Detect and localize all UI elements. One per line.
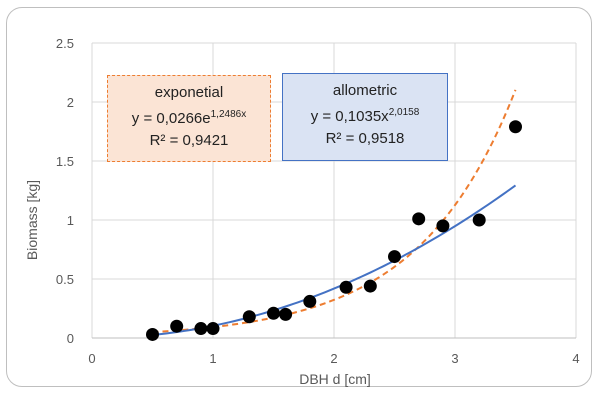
- y-tick-label: 2: [67, 95, 74, 110]
- data-point: [279, 307, 293, 321]
- data-point: [206, 322, 220, 336]
- exponential-title: exponetial: [154, 84, 224, 101]
- data-point: [412, 212, 426, 226]
- data-point: [509, 120, 522, 134]
- x-tick-label: 3: [451, 351, 458, 366]
- exponential-equation: y = 0,0266e1,2486x: [131, 109, 247, 127]
- allometric-equation-box: allometric y = 0,1035x2,0158 R² = 0,9518: [282, 73, 448, 161]
- x-tick-label: 4: [572, 351, 579, 366]
- data-point: [472, 213, 486, 227]
- data-point: [170, 319, 184, 333]
- y-tick-label: 2.5: [56, 36, 74, 51]
- data-point: [303, 294, 317, 308]
- x-tick-labels: 0 1 2 3 4: [88, 351, 579, 366]
- x-tick-label: 0: [88, 351, 95, 366]
- data-point: [267, 306, 280, 320]
- x-axis-label: DBH d [cm]: [299, 371, 371, 387]
- data-point: [436, 219, 450, 233]
- data-point: [194, 322, 208, 336]
- data-points: [146, 120, 522, 341]
- x-tick-label: 1: [209, 351, 216, 366]
- allometric-r2: R² = 0,9518: [325, 130, 405, 147]
- chart-frame: [6, 7, 592, 387]
- y-axis-label: Biomass [kg]: [24, 180, 40, 260]
- exponential-equation-box: exponetial y = 0,0266e1,2486x R² = 0,942…: [107, 75, 271, 162]
- allometric-equation: y = 0,1035x2,0158: [310, 107, 420, 125]
- y-tick-label: 1.5: [56, 154, 74, 169]
- data-point: [146, 327, 159, 341]
- data-point: [363, 279, 377, 293]
- data-point: [388, 250, 401, 264]
- y-tick-label: 1: [67, 213, 74, 228]
- data-point: [339, 280, 353, 294]
- exponential-r2: R² = 0,9421: [149, 132, 229, 149]
- allometric-title: allometric: [332, 82, 398, 99]
- x-tick-label: 2: [330, 351, 337, 366]
- y-tick-label: 0.5: [56, 272, 74, 287]
- y-tick-label: 0: [67, 331, 74, 346]
- data-point: [242, 310, 256, 324]
- y-tick-labels: 0 0.5 1 1.5 2 2.5: [56, 36, 74, 346]
